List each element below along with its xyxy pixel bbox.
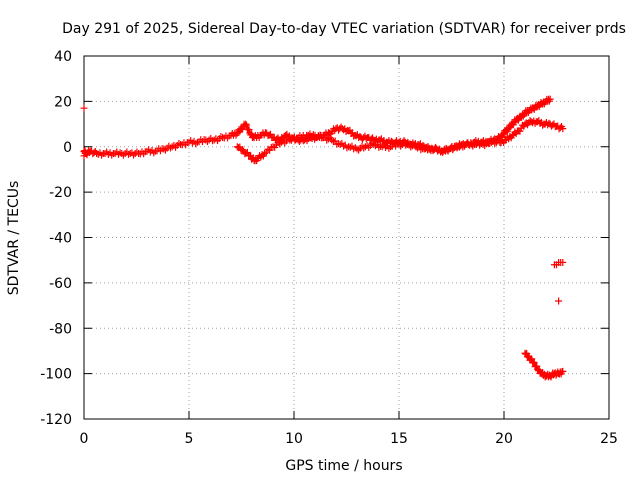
- x-tick-label: 0: [80, 431, 89, 447]
- data-point-secondary-trace: [261, 150, 269, 158]
- data-point-secondary-trace: [276, 140, 284, 148]
- data-point-secondary-trace: [462, 140, 470, 148]
- data-point-secondary-trace: [424, 146, 432, 154]
- data-point-secondary-trace: [491, 140, 499, 148]
- data-point-secondary-trace: [361, 143, 369, 151]
- data-point-main-trace: [168, 143, 176, 151]
- data-point-isolated-points: [559, 258, 567, 266]
- data-point-secondary-trace: [324, 135, 332, 143]
- data-point-secondary-trace: [353, 145, 361, 153]
- data-point-lower-arc: [534, 365, 542, 373]
- data-point-lower-arc: [528, 355, 536, 363]
- data-point-main-trace: [210, 136, 218, 144]
- x-tick-label: 5: [185, 431, 194, 447]
- data-point-lower-arc: [559, 367, 567, 375]
- data-points: [80, 95, 567, 381]
- data-point-secondary-trace: [408, 142, 416, 150]
- data-point-main-trace: [242, 120, 250, 128]
- data-point-main-trace: [246, 129, 254, 137]
- x-tick-label: 15: [390, 431, 408, 447]
- data-point-secondary-trace: [238, 146, 246, 154]
- data-point-secondary-trace: [417, 146, 425, 154]
- data-point-main-trace: [104, 150, 112, 158]
- y-tick-label: -100: [40, 367, 72, 383]
- data-point-main-trace: [160, 145, 168, 153]
- data-point-secondary-trace: [472, 140, 480, 148]
- data-point-secondary-trace: [375, 143, 383, 151]
- y-tick-label: 40: [54, 49, 72, 65]
- data-point-secondary-trace: [516, 127, 524, 135]
- data-point-main-trace: [185, 138, 193, 146]
- data-point-secondary-trace: [397, 142, 405, 150]
- data-point-main-trace: [203, 138, 211, 146]
- data-point-main-trace: [546, 95, 554, 103]
- data-point-secondary-trace: [304, 131, 312, 139]
- data-point-secondary-trace: [266, 146, 274, 154]
- data-point-main-trace: [188, 139, 196, 147]
- data-point-secondary-trace: [382, 144, 390, 152]
- data-point-main-trace: [130, 151, 138, 159]
- x-tick-label: 20: [495, 431, 513, 447]
- x-tick-label: 25: [600, 431, 618, 447]
- y-tick-label: -40: [49, 231, 72, 247]
- data-point-secondary-trace: [420, 145, 428, 153]
- chart-title: Day 291 of 2025, Sidereal Day-to-day VTE…: [62, 21, 626, 37]
- data-point-isolated-points: [80, 104, 88, 112]
- data-point-main-trace: [245, 126, 253, 134]
- data-point-secondary-trace: [314, 132, 322, 140]
- grid: [84, 56, 609, 419]
- data-point-secondary-trace: [466, 141, 474, 149]
- axis-ticks: 40 20 0 -20 -40 -60 -80 -100 -120 0 5 10 15 20 25: [40, 49, 618, 447]
- data-point-secondary-trace: [308, 132, 316, 140]
- data-point-secondary-trace: [378, 143, 386, 151]
- data-point-main-trace: [119, 151, 127, 159]
- data-point-secondary-trace: [479, 140, 487, 148]
- data-point-main-trace: [125, 150, 133, 158]
- data-point-main-trace: [93, 150, 101, 158]
- y-tick-label: -20: [49, 185, 72, 201]
- y-tick-label: 20: [54, 94, 72, 110]
- data-point-isolated-points: [80, 152, 88, 160]
- data-point-secondary-trace: [427, 147, 435, 155]
- data-point-secondary-trace: [437, 147, 445, 155]
- data-point-main-trace: [108, 151, 116, 159]
- y-tick-label: -120: [40, 412, 72, 428]
- x-tick-label: 10: [285, 431, 303, 447]
- data-point-secondary-trace: [445, 145, 453, 153]
- data-point-main-trace: [143, 147, 151, 155]
- data-point-lower-arc: [533, 362, 541, 370]
- data-point-secondary-trace: [328, 136, 336, 144]
- data-point-main-trace: [114, 150, 122, 158]
- data-point-secondary-trace: [277, 138, 285, 146]
- y-tick-label: -60: [49, 276, 72, 292]
- data-point-main-trace: [101, 150, 109, 158]
- data-point-secondary-trace: [469, 142, 477, 150]
- data-point-main-trace: [241, 122, 249, 130]
- data-point-main-trace: [94, 150, 102, 158]
- y-axis-label: SDTVAR / TECUs: [6, 181, 22, 296]
- y-tick-label: 0: [63, 140, 72, 156]
- data-point-main-trace: [243, 121, 251, 129]
- data-point-secondary-trace: [343, 144, 351, 152]
- data-point-secondary-trace: [402, 141, 410, 149]
- data-point-isolated-points: [555, 297, 563, 305]
- y-tick-label: -80: [49, 321, 72, 337]
- data-point-main-trace: [111, 150, 119, 158]
- data-point-main-trace: [98, 151, 106, 159]
- x-axis-label: GPS time / hours: [285, 458, 402, 474]
- data-point-secondary-trace: [559, 125, 567, 133]
- data-point-main-trace: [146, 148, 154, 156]
